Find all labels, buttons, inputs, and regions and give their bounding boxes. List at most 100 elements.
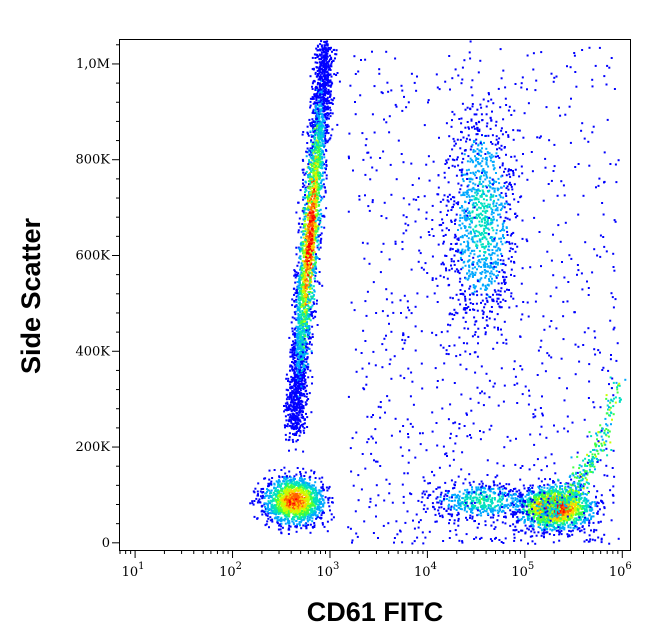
event-dot (304, 358, 307, 361)
event-dot (288, 501, 291, 504)
event-dot (288, 398, 291, 401)
event-dot (299, 250, 302, 253)
event-dot (593, 485, 596, 488)
event-dot (280, 504, 283, 507)
event-dot (312, 253, 315, 256)
event-dot (315, 66, 318, 69)
event-dot (302, 307, 305, 310)
event-dot (264, 505, 266, 508)
event-dot (315, 231, 318, 234)
event-dot (293, 388, 296, 391)
event-dot (293, 299, 296, 302)
event-dot (303, 516, 306, 519)
event-dot (297, 365, 300, 368)
event-dot (316, 257, 319, 260)
event-dot (302, 492, 305, 495)
event-dot (300, 315, 303, 318)
event-dot (316, 161, 319, 164)
event-dot (279, 510, 282, 512)
event-dot (331, 128, 334, 131)
event-dot (320, 96, 323, 99)
event-dot (596, 501, 599, 504)
event-dot (300, 313, 303, 316)
event-dot (297, 374, 299, 377)
event-dot (544, 527, 547, 530)
event-dot (311, 376, 314, 378)
event-dot (585, 498, 588, 501)
event-dot (327, 88, 330, 91)
event-dot (291, 399, 294, 402)
event-dot (321, 509, 324, 512)
event-dot (309, 97, 312, 100)
event-dot (295, 520, 298, 522)
event-dot (292, 506, 294, 509)
event-dot (304, 471, 307, 474)
event-dot (301, 244, 304, 247)
event-dot (291, 508, 294, 511)
event-dot (290, 394, 293, 396)
event-dot (301, 345, 303, 348)
event-dot (308, 234, 311, 237)
event-dot (264, 524, 267, 527)
event-dot (318, 192, 320, 195)
event-dot (293, 384, 295, 387)
event-dot (291, 405, 294, 408)
event-dot (308, 212, 311, 215)
event-dot (309, 478, 311, 481)
event-dot (285, 511, 288, 514)
event-dot (316, 514, 319, 517)
event-dot (312, 230, 315, 233)
event-dot (296, 376, 299, 379)
event-dot (306, 515, 309, 518)
event-dot (311, 129, 314, 132)
event-dot (298, 501, 301, 504)
event-dot (574, 511, 577, 514)
event-dot (318, 213, 321, 216)
event-dot (320, 64, 323, 67)
event-dot (288, 436, 291, 439)
event-dot (309, 531, 312, 534)
event-dot (309, 147, 312, 150)
event-dot (327, 63, 330, 66)
event-dot (320, 226, 323, 229)
event-dot (324, 496, 327, 499)
event-dot (280, 518, 283, 521)
event-dot (256, 517, 259, 520)
event-dot (299, 332, 302, 335)
event-dot (298, 429, 301, 432)
event-dot (300, 236, 303, 239)
event-dot (315, 192, 318, 195)
event-dot (312, 256, 315, 259)
event-dot (328, 138, 331, 141)
event-dot (302, 416, 305, 419)
event-dot (299, 333, 302, 336)
event-dot (301, 379, 304, 382)
event-dot (263, 503, 266, 506)
event-dot (310, 312, 313, 315)
event-dot (325, 48, 328, 51)
event-dot (330, 518, 333, 521)
event-dot (304, 272, 307, 275)
event-dot (306, 399, 309, 402)
event-dot (305, 311, 308, 314)
event-dot (514, 525, 517, 528)
event-dot (297, 336, 299, 339)
event-dot (322, 88, 325, 91)
event-dot (308, 262, 311, 265)
event-dot (319, 148, 322, 150)
event-dot (300, 410, 303, 413)
event-dot (301, 329, 304, 332)
event-dot (277, 494, 280, 497)
event-dot (286, 401, 289, 404)
event-dot (296, 264, 299, 267)
event-dot (303, 342, 306, 345)
event-dot (289, 381, 292, 384)
event-dot (302, 230, 305, 233)
event-dot (292, 428, 295, 431)
event-dot (325, 42, 328, 45)
event-dot (293, 354, 296, 357)
event-dot (271, 512, 274, 514)
event-dot (298, 371, 301, 374)
event-dot (309, 192, 312, 194)
event-dot (313, 171, 316, 174)
